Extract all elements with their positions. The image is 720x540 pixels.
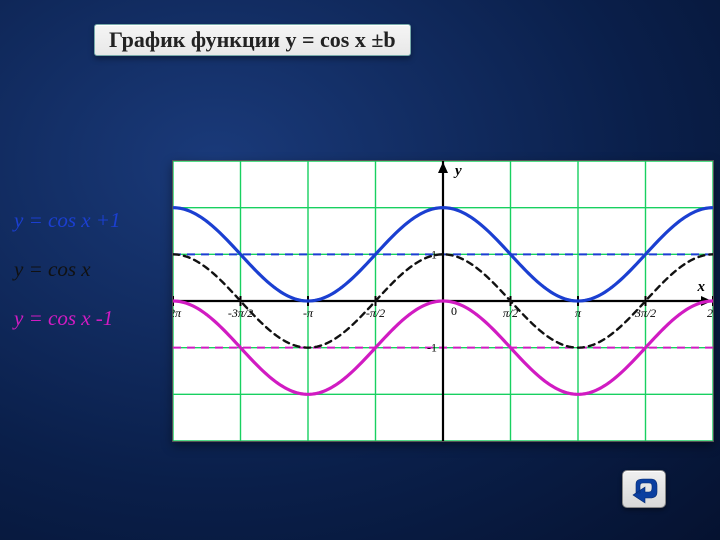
svg-text:0: 0: [451, 304, 457, 318]
svg-text:-π: -π: [303, 306, 314, 320]
page-title: График функции у = cos x ±b: [94, 24, 411, 56]
svg-text:-3π/2: -3π/2: [228, 306, 253, 320]
svg-text:-1: -1: [427, 341, 437, 355]
svg-text:3π/2: 3π/2: [634, 306, 656, 320]
svg-text:x: x: [697, 279, 706, 295]
return-arrow-icon: [623, 471, 665, 507]
svg-text:-2π: -2π: [173, 306, 182, 320]
equation-cos-minus-1: y = cos x -1: [14, 308, 120, 329]
svg-text:π: π: [575, 306, 582, 320]
back-button[interactable]: [622, 470, 666, 508]
equation-cos: y = cos x: [14, 259, 120, 280]
svg-text:2π: 2π: [707, 306, 713, 320]
svg-text:y: y: [453, 163, 462, 179]
cosine-shift-chart: -2π-3π/2-π-π/20π/2π3π/22π1-1yx: [172, 160, 714, 442]
equation-list: y = cos x +1 y = cos x y = cos x -1: [14, 210, 120, 357]
equation-cos-plus-1: y = cos x +1: [14, 210, 120, 231]
chart-canvas: -2π-3π/2-π-π/20π/2π3π/22π1-1yx: [173, 161, 713, 441]
